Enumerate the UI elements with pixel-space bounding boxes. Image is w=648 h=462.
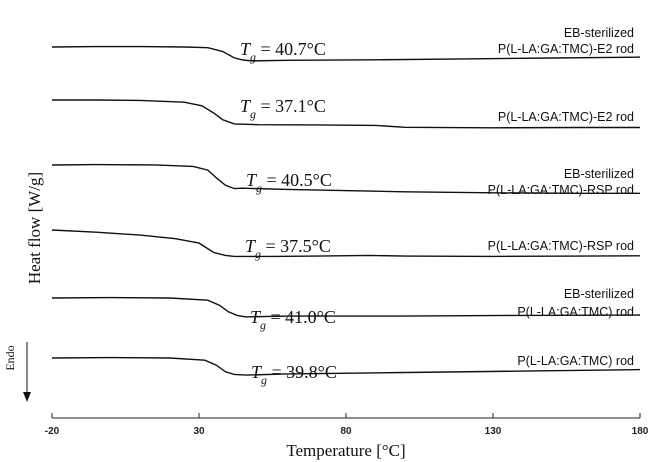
series-label-4-line-1: P(L-LA:GA:TMC)-RSP rod — [488, 239, 634, 253]
tg-subscript: g — [250, 50, 256, 64]
tg-annotations-group: Tg = 40.7°CTg = 37.1°CTg = 40.5°CTg = 37… — [240, 39, 337, 387]
series-curve-3 — [51, 163, 640, 194]
endo-arrow-head — [23, 392, 31, 402]
tg-subscript: g — [260, 318, 266, 332]
x-tick-label: 130 — [485, 426, 502, 437]
endo-label: Endo — [3, 345, 17, 370]
tg-subscript: g — [256, 181, 262, 195]
tg-value: = 37.1°C — [256, 96, 326, 116]
x-axis-title: Temperature [°C] — [286, 441, 405, 460]
x-tick-label: 80 — [340, 426, 352, 437]
series-label-5-line-1: EB-sterilized — [564, 287, 634, 301]
tg-annotation-2: Tg = 37.1°C — [240, 96, 326, 121]
tg-symbol: T — [245, 236, 257, 256]
tg-annotation-3: Tg = 40.5°C — [246, 170, 332, 195]
tg-value: = 37.5°C — [261, 236, 331, 256]
series-label-6-line-1: P(L-LA:GA:TMC) rod — [517, 354, 634, 368]
series-curve-5 — [51, 296, 641, 318]
series-curve-2 — [52, 99, 640, 129]
series-label-5-line-2: P(L-LA:GA:TMC) rod — [517, 305, 634, 319]
tg-symbol: T — [250, 307, 262, 327]
x-tick-label: 180 — [632, 426, 648, 437]
x-ticks-group: -20 30 80 130 180 — [45, 413, 648, 437]
tg-annotation-1: Tg = 40.7°C — [240, 39, 326, 64]
tg-symbol: T — [251, 362, 263, 382]
tg-symbol: T — [246, 170, 258, 190]
series-curve-4 — [51, 229, 641, 258]
tg-annotation-6: Tg = 39.8°C — [251, 362, 337, 387]
tg-subscript: g — [250, 107, 256, 121]
tg-symbol: T — [240, 39, 252, 59]
tg-subscript: g — [261, 373, 267, 387]
series-curve-1 — [51, 45, 641, 62]
series-labels-group: EB-sterilized P(L-LA:GA:TMC)-E2 rod P(L-LA… — [488, 26, 634, 368]
series-label-2-line-1: P(L-LA:GA:TMC)-E2 rod — [498, 110, 634, 124]
series-label-1-line-2: P(L-LA:GA:TMC)-E2 rod — [498, 42, 634, 56]
tg-symbol: T — [240, 96, 252, 116]
curves-group — [51, 45, 641, 376]
series-label-1-line-1: EB-sterilized — [564, 26, 634, 40]
series-label-3-line-1: EB-sterilized — [564, 167, 634, 181]
y-axis-title: Heat flow [W/g] — [25, 172, 44, 284]
tg-annotation-4: Tg = 37.5°C — [245, 236, 331, 261]
tg-value: = 39.8°C — [267, 362, 337, 382]
x-tick-label: -20 — [45, 426, 60, 437]
tg-value: = 41.0°C — [266, 307, 336, 327]
x-tick-label: 30 — [193, 426, 205, 437]
tg-value: = 40.5°C — [262, 170, 332, 190]
tg-value: = 40.7°C — [256, 39, 326, 59]
tg-annotation-5: Tg = 41.0°C — [250, 307, 336, 332]
series-curve-6 — [51, 356, 641, 376]
tg-subscript: g — [255, 247, 261, 261]
series-label-3-line-2: P(L-LA:GA:TMC)-RSP rod — [488, 183, 634, 197]
